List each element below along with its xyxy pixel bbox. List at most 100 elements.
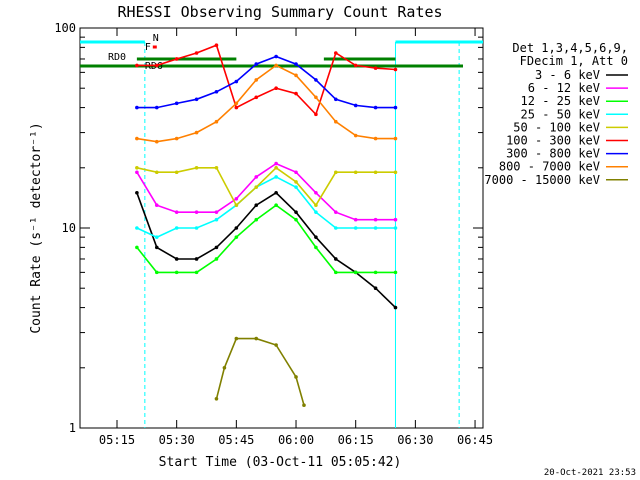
data-point bbox=[154, 170, 159, 175]
data-point bbox=[393, 170, 398, 175]
data-point bbox=[373, 136, 378, 141]
y-tick-label: 100 bbox=[54, 21, 76, 35]
data-point bbox=[135, 165, 139, 170]
data-point bbox=[174, 210, 179, 214]
data-point bbox=[353, 133, 358, 138]
data-point bbox=[214, 257, 219, 261]
data-point bbox=[353, 217, 358, 222]
data-point bbox=[274, 86, 278, 91]
data-point bbox=[294, 91, 298, 96]
data-point bbox=[234, 196, 239, 201]
data-point bbox=[334, 210, 338, 214]
data-point bbox=[135, 63, 139, 68]
series-line-3 bbox=[136, 204, 396, 274]
data-point bbox=[334, 270, 338, 275]
y-tick-label: 10 bbox=[62, 221, 76, 235]
series-line-1 bbox=[136, 191, 397, 309]
x-tick-label: 06:45 bbox=[457, 433, 493, 447]
data-point bbox=[393, 67, 398, 72]
data-point bbox=[353, 270, 358, 275]
data-point bbox=[334, 257, 338, 261]
data-point bbox=[373, 270, 378, 275]
data-point bbox=[135, 245, 139, 250]
data-point bbox=[254, 336, 259, 341]
legend-label-1: 3 - 6 keV bbox=[535, 68, 600, 82]
series-line-8 bbox=[136, 64, 396, 143]
legend-label-5: 50 - 100 keV bbox=[513, 120, 600, 134]
data-point bbox=[294, 185, 298, 189]
y-tick-label: 1 bbox=[69, 421, 76, 435]
data-point bbox=[135, 190, 139, 195]
data-point bbox=[234, 336, 239, 341]
data-point bbox=[314, 203, 318, 208]
data-point bbox=[274, 343, 278, 347]
data-point bbox=[174, 101, 179, 106]
data-point bbox=[254, 203, 259, 208]
data-point bbox=[194, 226, 199, 230]
data-point bbox=[154, 270, 159, 275]
data-point bbox=[302, 403, 306, 408]
x-tick-label: 05:45 bbox=[218, 433, 254, 447]
legend-label-3: 12 - 25 keV bbox=[521, 94, 600, 108]
chart-title: RHESSI Observing Summary Count Rates bbox=[117, 3, 442, 21]
legend-header-line-1: Det 1,3,4,5,6,9, bbox=[512, 41, 628, 55]
flag-rd6-label: RD6 bbox=[145, 61, 163, 72]
data-point bbox=[174, 136, 179, 141]
data-point bbox=[194, 210, 199, 214]
flag-f-label: F bbox=[145, 42, 151, 53]
series-line-4 bbox=[136, 175, 396, 239]
data-point bbox=[274, 190, 278, 195]
data-point bbox=[314, 112, 318, 117]
data-point bbox=[373, 226, 378, 230]
data-point bbox=[222, 365, 227, 370]
x-tick-label: 05:15 bbox=[99, 433, 135, 447]
data-point bbox=[194, 270, 199, 275]
data-point bbox=[373, 105, 378, 110]
data-point bbox=[234, 235, 239, 239]
legend-label-2: 6 - 12 keV bbox=[528, 81, 600, 95]
data-point bbox=[373, 170, 378, 175]
data-point bbox=[234, 203, 239, 208]
data-point bbox=[254, 185, 259, 189]
y-axis-label: Count Rate (s⁻¹ detector⁻¹) bbox=[29, 122, 44, 333]
data-point bbox=[194, 97, 199, 102]
x-axis-label: Start Time (03-Oct-11 05:05:42) bbox=[159, 455, 402, 470]
data-point bbox=[294, 180, 298, 184]
x-tick-label: 06:30 bbox=[397, 433, 433, 447]
data-point bbox=[154, 203, 159, 208]
data-point bbox=[393, 226, 398, 230]
data-point bbox=[393, 105, 398, 110]
data-point bbox=[174, 257, 179, 261]
data-point bbox=[214, 217, 219, 222]
data-point bbox=[274, 161, 278, 166]
data-point bbox=[294, 217, 298, 222]
data-point bbox=[373, 286, 378, 291]
data-point bbox=[254, 175, 259, 179]
data-point bbox=[353, 226, 358, 230]
data-point bbox=[314, 235, 318, 239]
data-point bbox=[314, 190, 318, 195]
data-point bbox=[393, 270, 398, 275]
data-point bbox=[234, 105, 239, 110]
series-line-2 bbox=[136, 162, 396, 221]
data-point bbox=[393, 217, 398, 222]
data-point bbox=[334, 51, 338, 55]
data-point bbox=[194, 257, 199, 261]
data-point bbox=[154, 63, 159, 68]
x-tick-label: 06:00 bbox=[278, 433, 314, 447]
data-point bbox=[154, 139, 159, 144]
data-point bbox=[254, 217, 259, 222]
x-tick-label: 06:15 bbox=[338, 433, 374, 447]
chart-marks: 05:15 05:30 05:45 06:00 06:15 06:30 06:45 1 10 10… bbox=[54, 21, 493, 447]
data-point bbox=[314, 78, 318, 82]
legend-label-4: 25 - 50 keV bbox=[521, 107, 600, 121]
data-point bbox=[174, 57, 179, 61]
data-point bbox=[135, 170, 139, 175]
data-point bbox=[254, 62, 259, 66]
footer-timestamp: 20-Oct-2021 23:53 bbox=[544, 468, 636, 478]
data-point bbox=[214, 396, 219, 401]
data-point bbox=[294, 62, 298, 66]
data-point bbox=[214, 119, 219, 124]
data-point bbox=[274, 54, 278, 59]
